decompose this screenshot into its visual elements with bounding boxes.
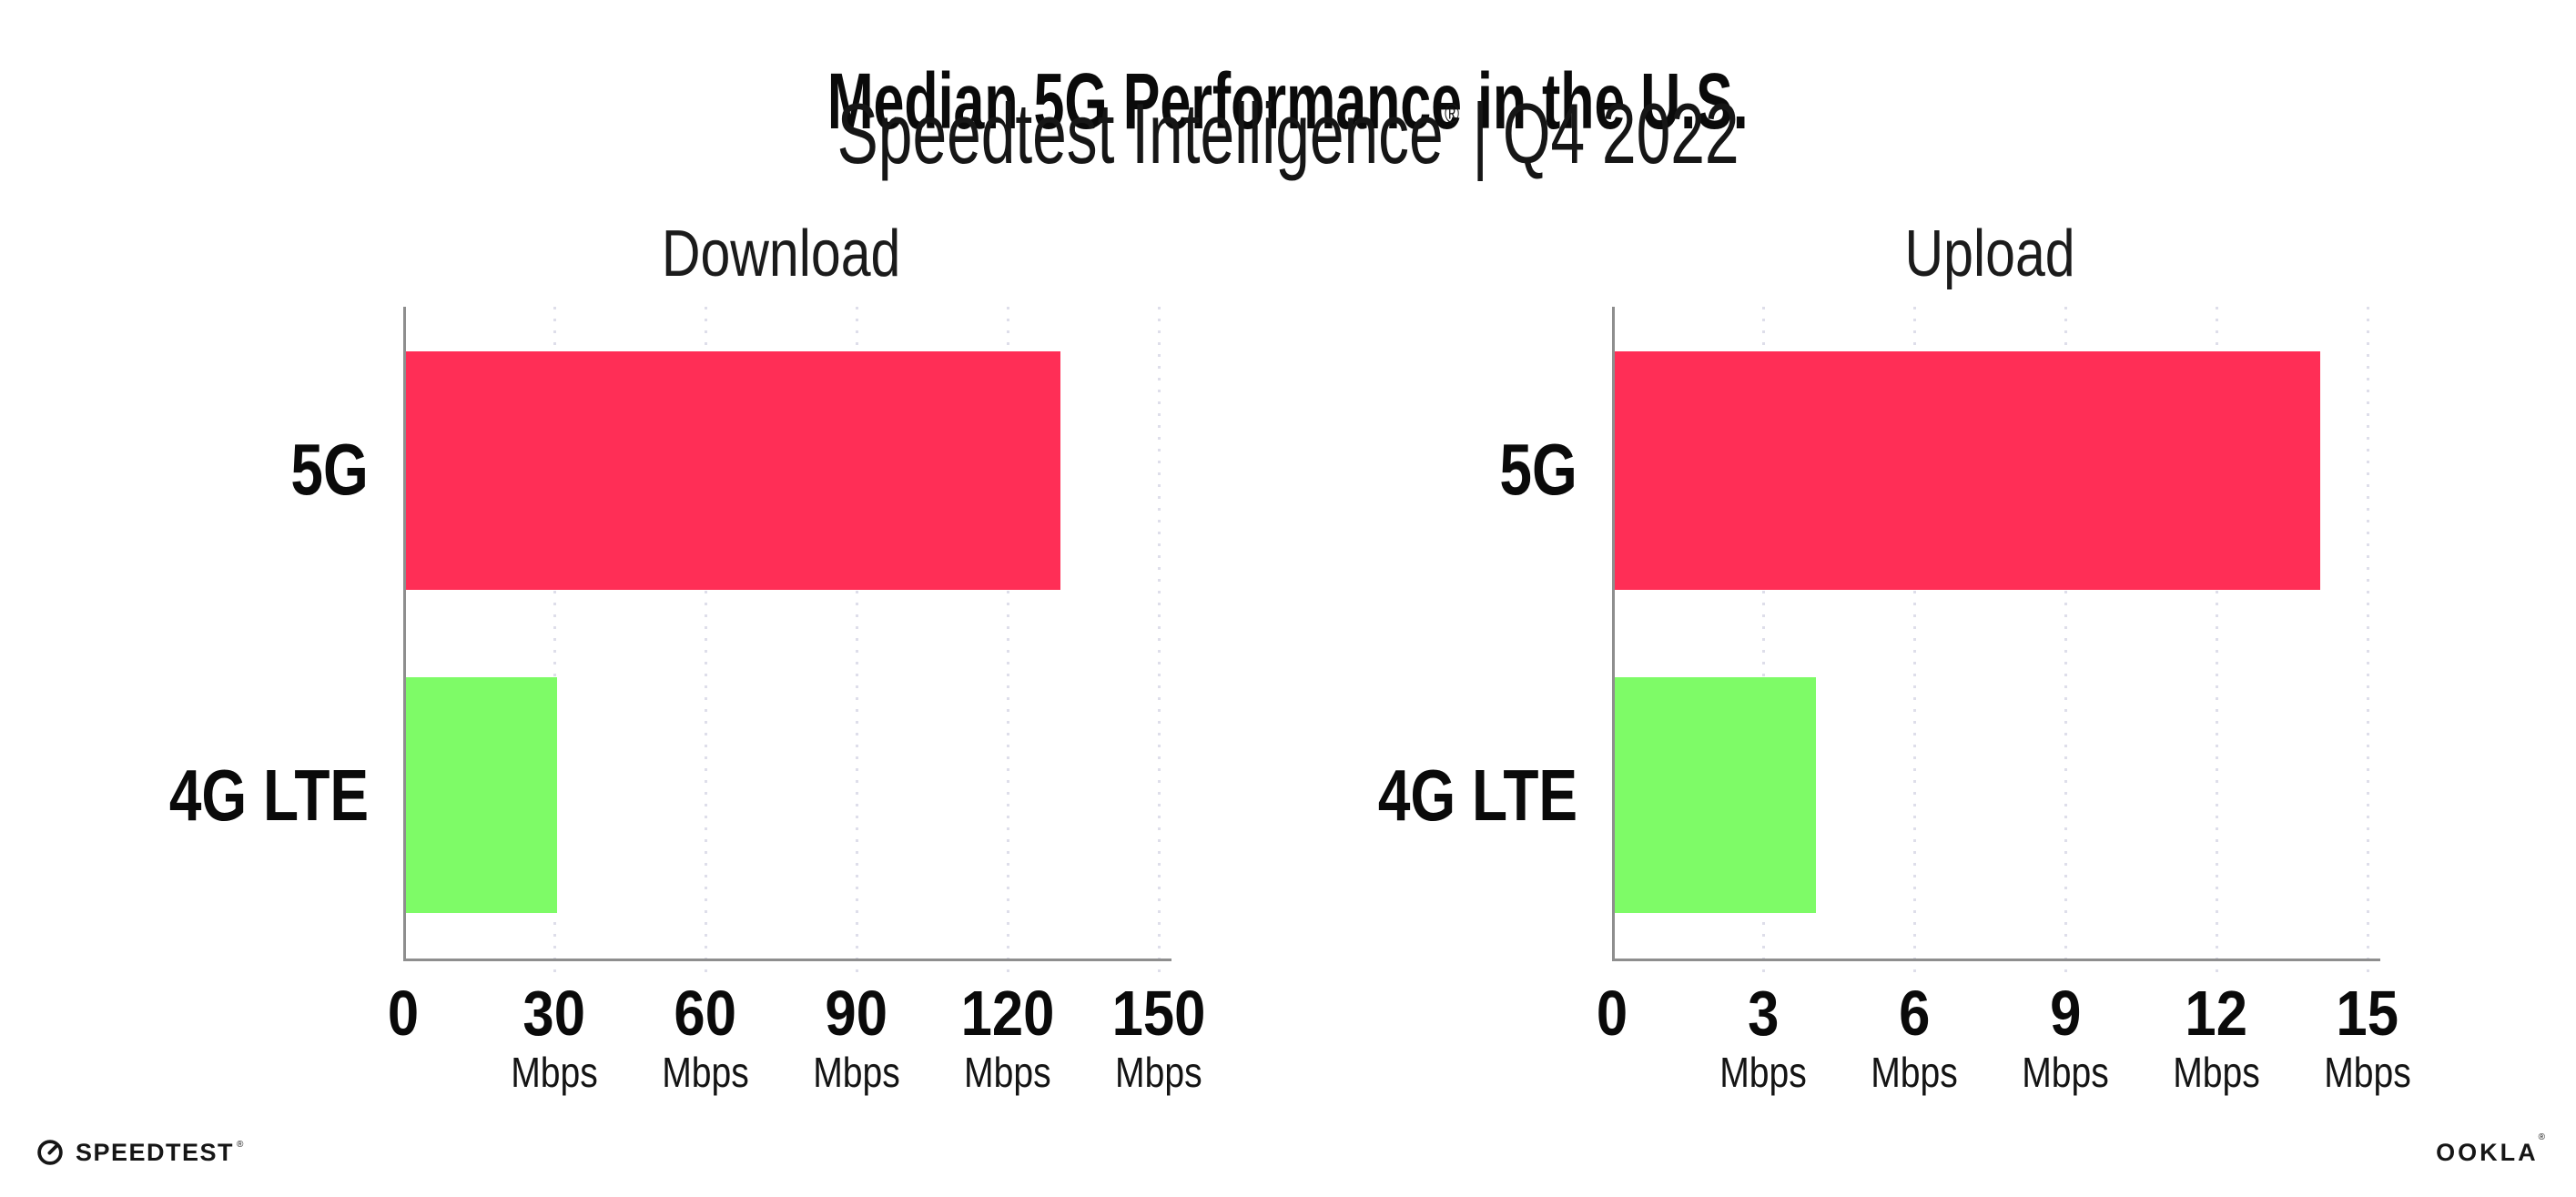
x-tick-150: 150 Mbps [1106, 981, 1212, 1093]
x-tick-9: 9 Mbps [2014, 981, 2116, 1093]
speedtest-registered-mark: ® [237, 1139, 244, 1150]
speedtest-gauge-icon [37, 1140, 63, 1165]
panel-title-download: Download [661, 218, 901, 290]
gridline-3 [1762, 307, 1765, 981]
x-tick-0: 0 [386, 981, 421, 1045]
plot-area-upload: 5G 4G LTE [1378, 307, 2380, 981]
subtitle-separator: | [1472, 86, 1488, 181]
subtitle-brand: Speedtest Intelligence [837, 86, 1444, 181]
x-axis-line [403, 959, 1171, 961]
category-label-4g-lte: 4G LTE [168, 755, 369, 836]
tick-value-label: 6 [1898, 978, 1931, 1049]
tick-unit-label: Mbps [662, 1049, 749, 1096]
tick-value-label: 3 [1747, 978, 1780, 1049]
gridline-90 [856, 307, 858, 981]
x-axis-line [1612, 959, 2380, 961]
category-label-4g-lte: 4G LTE [1377, 755, 1577, 836]
x-tick-60: 60 Mbps [654, 981, 756, 1093]
plot-area-download: 5G 4G LTE [169, 307, 1171, 981]
gridline-60 [705, 307, 707, 981]
x-tick-90: 90 Mbps [806, 981, 908, 1093]
gridline-120 [1007, 307, 1009, 981]
gridline-9 [2064, 307, 2067, 981]
tick-unit-label: Mbps [1719, 1049, 1807, 1096]
tick-value-label: 15 [2336, 978, 2399, 1049]
tick-value-label: 0 [387, 978, 420, 1049]
gridline-15 [2367, 307, 2369, 981]
tick-value-label: 60 [674, 978, 737, 1049]
ookla-wordmark: OOKLA [2436, 1139, 2539, 1166]
tick-unit-label: Mbps [964, 1049, 1051, 1096]
tick-unit-label: Mbps [2173, 1049, 2260, 1096]
tick-unit-label: Mbps [511, 1049, 598, 1096]
bar-4g-lte [406, 677, 557, 913]
page-title: Median 5G Performance in the U.S. [0, 62, 2576, 141]
registered-trademark-mark: ® [1445, 99, 1459, 129]
x-tick-6: 6 Mbps [1863, 981, 1965, 1093]
x-tick-3: 3 Mbps [1712, 981, 1814, 1093]
tick-value-label: 150 [1111, 978, 1206, 1049]
category-label-5g: 5G [290, 429, 369, 510]
subtitle-period: Q4 2022 [1502, 86, 1739, 181]
category-label-5g: 5G [1499, 429, 1577, 510]
gridline-6 [1913, 307, 1916, 981]
tick-value-label: 9 [2049, 978, 2082, 1049]
bar-5g [1615, 351, 2320, 590]
bar-5g [406, 351, 1061, 590]
x-tick-120: 120 Mbps [955, 981, 1061, 1093]
x-tick-0: 0 [1595, 981, 1630, 1045]
tick-unit-label: Mbps [2022, 1049, 2109, 1096]
gridline-30 [553, 307, 556, 981]
panel-title-upload: Upload [1904, 218, 2075, 290]
x-axis-ticks-upload: 0 3 Mbps 6 Mbps 9 Mbps 12 Mbps 15 Mbps [1597, 981, 2411, 1100]
tick-value-label: 90 [825, 978, 888, 1049]
speedtest-wordmark: SPEEDTEST [76, 1138, 235, 1166]
y-axis-line [403, 307, 406, 961]
ookla-registered-mark: ® [2538, 1132, 2545, 1142]
tick-unit-label: Mbps [2324, 1049, 2411, 1096]
x-tick-12: 12 Mbps [2165, 981, 2267, 1093]
tick-value-label: 120 [960, 978, 1055, 1049]
tick-unit-label: Mbps [813, 1049, 900, 1096]
tick-value-label: 0 [1596, 978, 1628, 1049]
bar-4g-lte [1615, 677, 1817, 913]
speedtest-logo: SPEEDTEST ® [36, 1137, 243, 1168]
tick-value-label: 12 [2185, 978, 2248, 1049]
tick-unit-label: Mbps [1115, 1049, 1202, 1096]
ookla-logo: OOKLA ® [2436, 1132, 2545, 1166]
page-subtitle: Speedtest Intelligence® | Q4 2022 [0, 91, 2576, 198]
gridline-150 [1158, 307, 1161, 981]
tick-unit-label: Mbps [1871, 1049, 1958, 1096]
page-title-text: Median 5G Performance in the U.S. [827, 57, 1749, 147]
tick-value-label: 30 [522, 978, 586, 1049]
x-axis-ticks-download: 0 30 Mbps 60 Mbps 90 Mbps 120 Mbps 150 Mbps [388, 981, 1206, 1100]
x-tick-30: 30 Mbps [503, 981, 605, 1093]
y-axis-line [1612, 307, 1615, 961]
x-tick-15: 15 Mbps [2317, 981, 2419, 1093]
gridline-12 [2216, 307, 2218, 981]
